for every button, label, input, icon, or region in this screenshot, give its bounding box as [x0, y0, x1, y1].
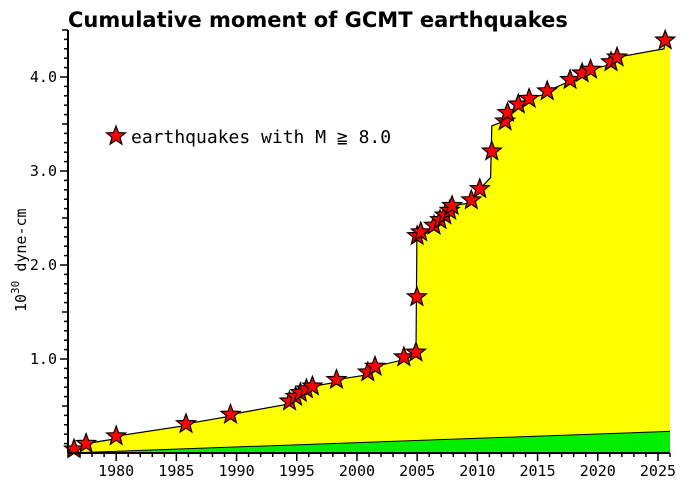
- legend-label: earthquakes with M ≧ 8.0: [131, 127, 391, 148]
- y-tick-label: 1.0: [30, 350, 57, 368]
- earthquake-star-marker: [460, 188, 483, 210]
- earthquake-star-marker: [174, 412, 198, 434]
- earthquake-star-marker: [363, 354, 387, 376]
- x-tick-label: 2025: [640, 462, 676, 480]
- earthquake-star-marker: [104, 424, 128, 446]
- earthquake-star-marker: [219, 402, 242, 424]
- total-moment-area: [68, 38, 670, 453]
- y-tick-label: 2.0: [30, 256, 57, 274]
- y-axis-label-unit: dyne-cm: [12, 208, 30, 280]
- legend-star-marker: [104, 124, 128, 146]
- x-tick-label: 2005: [399, 462, 435, 480]
- x-tick-label: 1990: [218, 462, 254, 480]
- earthquake-star-marker: [301, 374, 324, 396]
- axes: 1980 1985 1990 1995 2000 2005 2010 2015 2020 2025…: [30, 29, 676, 480]
- y-axis-label-exponent: 30: [9, 281, 22, 294]
- earthquake-star-marker: [405, 285, 429, 307]
- earthquake-star-marker: [536, 79, 559, 101]
- earthquake-star-marker: [654, 28, 677, 50]
- y-tick-label: 3.0: [30, 162, 57, 180]
- x-tick-label: 2000: [339, 462, 375, 480]
- x-tick-label: 2010: [459, 462, 495, 480]
- chart-title: Cumulative moment of GCMT earthquakes: [68, 8, 568, 32]
- x-tick-label: 2020: [580, 462, 616, 480]
- y-tick-label: 4.0: [30, 68, 57, 86]
- x-tick-label: 2015: [519, 462, 555, 480]
- earthquake-star-marker: [392, 345, 416, 367]
- x-tick-label: 1995: [279, 462, 315, 480]
- legend: earthquakes with M ≧ 8.0: [104, 124, 391, 148]
- earthquake-star-marker: [404, 340, 428, 362]
- y-axis-label-base: 10: [12, 294, 30, 312]
- x-tick-label: 1985: [158, 462, 194, 480]
- small-events-line: [67, 430, 671, 454]
- earthquake-star-marker: [409, 220, 432, 242]
- earthquake-star-marker: [468, 177, 491, 199]
- earthquake-star-marker: [517, 86, 541, 109]
- earthquake-star-marker: [579, 57, 602, 79]
- plot-area: [62, 28, 677, 459]
- earthquake-star-marker: [440, 194, 464, 216]
- y-axis-label: 1030 dyne-cm: [9, 208, 30, 312]
- earthquake-star-marker: [605, 45, 629, 67]
- earthquake-star-marker: [325, 368, 348, 390]
- earthquake-star-marker: [480, 139, 503, 161]
- x-tick-label: 1980: [98, 462, 134, 480]
- legend-star-icon: [104, 124, 128, 146]
- earthquake-star-marker: [74, 431, 98, 454]
